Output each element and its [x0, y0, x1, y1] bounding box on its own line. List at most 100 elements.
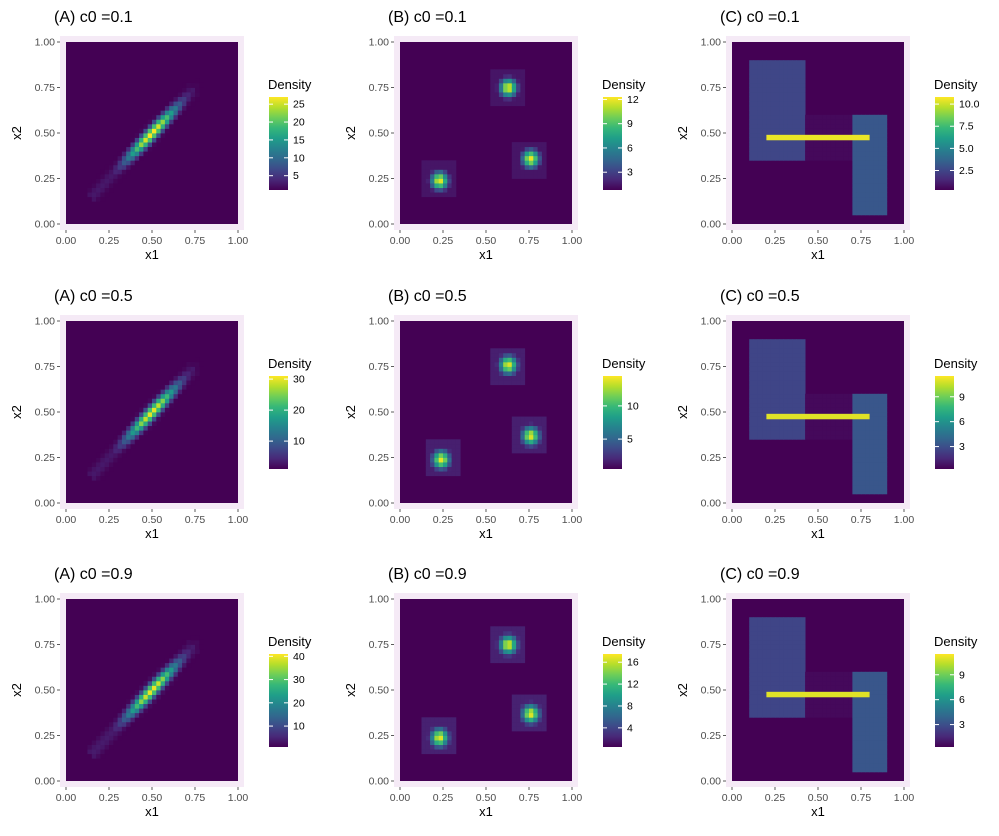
y-tick-label: 0.75 [369, 361, 390, 373]
density-bar [766, 134, 870, 141]
density-tile [770, 649, 776, 654]
density-tile [177, 389, 183, 395]
density-tile [425, 721, 431, 727]
density-tile [775, 110, 780, 116]
density-tile [766, 662, 772, 668]
density-tile [783, 380, 789, 386]
density-tile [121, 169, 127, 175]
density-tile [511, 448, 517, 454]
legend-colorbar [603, 376, 622, 469]
density-tile [438, 735, 444, 741]
density-tile [826, 128, 832, 134]
density-tile [421, 178, 427, 184]
density-tile [438, 749, 444, 755]
density-tile [882, 471, 888, 477]
density-tile [113, 160, 118, 166]
density-tile [861, 439, 866, 445]
density-tile [861, 402, 866, 408]
legend-colorbar [269, 376, 288, 469]
density-tile [861, 740, 866, 745]
density-tile [451, 448, 457, 454]
density-tile [805, 434, 810, 440]
density-tile [783, 671, 789, 677]
density-tile [878, 402, 883, 408]
density-tile [160, 133, 166, 138]
density-tile [869, 187, 875, 193]
density-tile [873, 475, 879, 481]
density-tile [822, 685, 827, 691]
density-tile [796, 425, 802, 431]
density-tile [507, 69, 513, 75]
density-tile [800, 676, 806, 682]
density-tile [818, 421, 823, 427]
density-tile [869, 740, 875, 745]
density-tile [195, 366, 200, 372]
density-tile [762, 73, 767, 79]
panel-title: (A) c0 =0.9 [54, 566, 133, 583]
density-tile [87, 471, 93, 477]
density-tile [865, 183, 870, 188]
density-tile [852, 402, 858, 408]
density-tile [152, 114, 157, 120]
density-tile [830, 407, 836, 413]
density-tile [117, 717, 123, 723]
density-tile [869, 146, 875, 152]
density-tile [498, 639, 504, 645]
density-tile [186, 361, 192, 367]
density-tile [113, 169, 118, 175]
density-tile [516, 361, 521, 367]
density-tile [852, 740, 858, 745]
density-tile [843, 425, 849, 431]
density-tile [529, 146, 534, 152]
density-tile [779, 421, 784, 427]
density-tile [882, 160, 888, 166]
density-tile [447, 178, 452, 184]
density-tile [813, 398, 819, 404]
density-tile [792, 635, 797, 641]
density-tile [861, 196, 866, 202]
density-tile [826, 708, 832, 714]
density-tile [775, 78, 780, 84]
density-tile [856, 730, 862, 736]
density-tile [792, 708, 797, 714]
density-tile [156, 407, 161, 413]
density-tile [766, 430, 772, 436]
density-tile [190, 644, 196, 650]
density-tile [809, 128, 815, 134]
density-tile [121, 439, 127, 445]
density-tile [541, 721, 547, 727]
density-tile [882, 398, 888, 404]
density-tile [421, 749, 427, 755]
density-tile [865, 484, 870, 490]
density-tile [152, 393, 157, 399]
density-tile [438, 178, 444, 184]
density-tile [783, 703, 789, 709]
density-tile [490, 375, 495, 381]
density-tile [783, 146, 789, 152]
density-tile [520, 92, 526, 97]
density-tile [770, 425, 776, 431]
density-tile [779, 425, 784, 431]
legend-title: Density [268, 634, 312, 649]
density-tile [775, 639, 780, 645]
density-tile [438, 466, 444, 472]
density-tile [873, 767, 879, 773]
density-tile [796, 658, 802, 664]
density-tile [873, 753, 879, 759]
density-tile [775, 348, 780, 354]
density-tile [775, 380, 780, 386]
density-tile [822, 671, 827, 677]
density-tile [503, 101, 508, 107]
density-tile [770, 69, 776, 75]
density-tile [498, 78, 504, 84]
density-tile [160, 105, 166, 111]
density-tile [507, 348, 513, 354]
density-tile [809, 142, 815, 148]
density-tile [443, 457, 448, 463]
density-tile [164, 110, 170, 116]
density-tile [873, 151, 879, 157]
density-tile [865, 699, 870, 705]
density-tile [96, 740, 101, 745]
density-tile [792, 146, 797, 152]
density-tile [537, 169, 543, 175]
